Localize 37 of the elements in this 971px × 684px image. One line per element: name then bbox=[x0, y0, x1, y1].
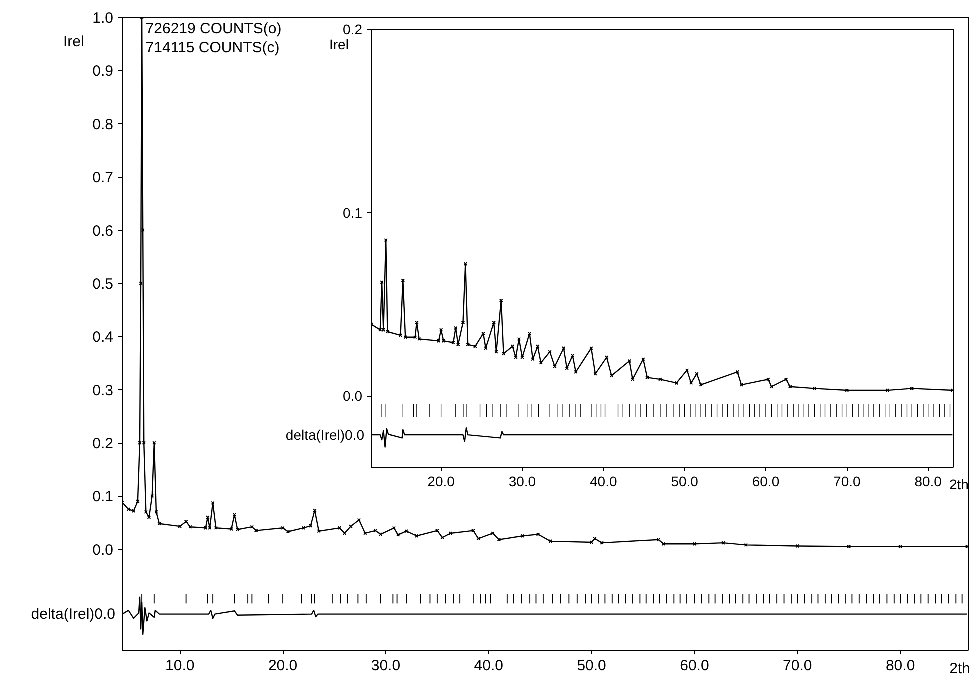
y-tick-label: 0.2 bbox=[343, 22, 363, 38]
x-tick-label: 50.0 bbox=[577, 658, 606, 674]
y-tick-label: 0.3 bbox=[92, 382, 114, 400]
y-tick-label: 0.4 bbox=[92, 329, 114, 346]
y-tick-label: 0.8 bbox=[92, 116, 114, 134]
x-tick-label: 30.0 bbox=[371, 658, 401, 674]
y-axis-title: Irel bbox=[64, 34, 84, 50]
x-tick-label: 30.0 bbox=[508, 474, 536, 490]
x-tick-label: 70.0 bbox=[783, 658, 812, 674]
annotation: 714115 COUNTS(c) bbox=[146, 40, 280, 56]
x-tick-label: 50.0 bbox=[671, 474, 699, 490]
y-tick-label: 0.9 bbox=[92, 63, 114, 80]
y-tick-label: 1.0 bbox=[92, 10, 114, 27]
y-tick-label: 0.6 bbox=[92, 222, 114, 240]
x-tick-label: 70.0 bbox=[834, 474, 862, 490]
y-tick-label: 0.0 bbox=[92, 542, 114, 559]
y-tick-label: 0.1 bbox=[92, 488, 114, 506]
x-tick-label: 60.0 bbox=[680, 658, 710, 674]
x-tick-label: 20.0 bbox=[268, 658, 298, 674]
x-axis-title: 2th bbox=[950, 476, 969, 492]
x-tick-label: 40.0 bbox=[590, 474, 618, 490]
y-tick-label: 0.2 bbox=[92, 436, 114, 453]
x-tick-label: 20.0 bbox=[428, 474, 456, 490]
x-axis-title: 2th bbox=[950, 660, 971, 678]
x-tick-label: 10.0 bbox=[166, 658, 195, 674]
x-tick-label: 40.0 bbox=[474, 658, 504, 674]
annotation: delta(Irel)0.0 bbox=[31, 606, 116, 623]
x-tick-label: 80.0 bbox=[886, 658, 916, 674]
x-tick-label: 60.0 bbox=[752, 474, 780, 490]
annotation: delta(Irel)0.0 bbox=[286, 427, 365, 444]
y-tick-label: 0.5 bbox=[92, 276, 114, 293]
x-tick-label: 80.0 bbox=[914, 474, 942, 490]
y-tick-label: 0.7 bbox=[92, 170, 114, 187]
y-tick-label: 0.0 bbox=[343, 388, 363, 404]
y-axis-title: Irel bbox=[330, 36, 349, 52]
annotation: 726219 COUNTS(o) bbox=[146, 20, 282, 38]
y-tick-label: 0.1 bbox=[343, 204, 363, 221]
